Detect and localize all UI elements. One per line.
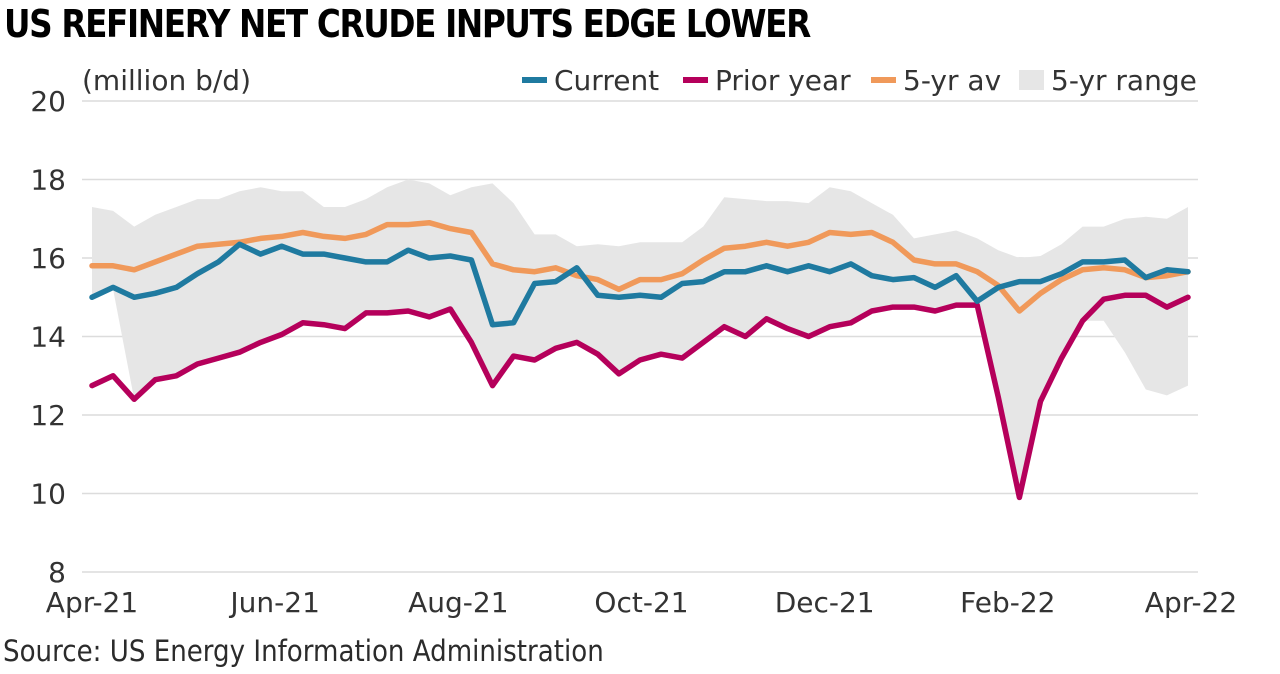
five-year-average-line bbox=[89, 219, 1191, 314]
y-tick-label: 14 bbox=[30, 321, 66, 354]
source-note: Source: US Energy Information Administra… bbox=[3, 634, 604, 668]
x-axis-ticks: Apr-21 Jun-21 Aug-21 Oct-21 Dec-21 Feb-22 Apr-… bbox=[46, 586, 1237, 619]
legend-swatch-5-yr-range bbox=[1019, 70, 1044, 90]
x-tick-label: Apr-21 bbox=[46, 586, 138, 619]
legend-label-5-yr-av: 5-yr av bbox=[903, 64, 1001, 97]
legend-label-prior-year: Prior year bbox=[715, 64, 851, 97]
legend-label-current: Current bbox=[554, 64, 659, 97]
y-tick-label: 10 bbox=[30, 478, 66, 511]
y-tick-label: 20 bbox=[30, 85, 66, 118]
five-year-range-area bbox=[92, 179, 1188, 498]
y-axis-unit-label: (million b/d) bbox=[82, 64, 251, 97]
x-tick-label: Apr-22 bbox=[1145, 586, 1237, 619]
x-tick-label: Dec-21 bbox=[775, 586, 875, 619]
legend: Current Prior year 5-yr av 5-yr range bbox=[522, 64, 1197, 97]
x-tick-label: Jun-21 bbox=[228, 586, 319, 619]
y-axis-ticks: 8 10 12 14 16 18 20 bbox=[30, 85, 66, 589]
y-tick-label: 16 bbox=[30, 242, 66, 275]
prior-year-line bbox=[89, 292, 1191, 501]
y-tick-label: 12 bbox=[30, 399, 66, 432]
y-tick-label: 8 bbox=[48, 556, 66, 589]
legend-label-5-yr-range: 5-yr range bbox=[1051, 64, 1197, 97]
x-tick-label: Aug-21 bbox=[408, 586, 508, 619]
x-tick-label: Oct-21 bbox=[594, 586, 688, 619]
y-tick-label: 18 bbox=[30, 164, 66, 197]
chart-title: US REFINERY NET CRUDE INPUTS EDGE LOWER bbox=[4, 2, 811, 46]
current-line bbox=[89, 241, 1191, 328]
x-tick-label: Feb-22 bbox=[960, 586, 1055, 619]
